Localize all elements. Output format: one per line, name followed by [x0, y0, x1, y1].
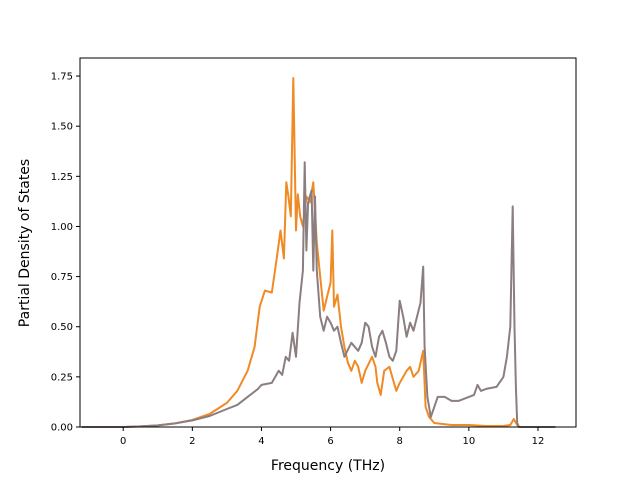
y-tick-label: 1.25 [51, 172, 73, 183]
y-tick-label: 0.50 [51, 322, 73, 333]
x-axis-label: Frequency (THz) [271, 458, 385, 474]
series-line-1 [81, 77, 556, 428]
plot-frame [79, 57, 577, 428]
y-axis-label: Partial Density of States [17, 159, 33, 327]
x-axis: 0 2 4 6 8 10 12 [120, 427, 544, 447]
y-tick-label: 0.75 [51, 272, 73, 283]
series-layer [81, 77, 556, 428]
x-tick-label: 0 [120, 436, 126, 447]
x-tick-label: 4 [258, 436, 264, 447]
x-tick-label: 12 [532, 436, 545, 447]
y-tick-label: 0.00 [51, 423, 73, 434]
series-line-2 [81, 161, 556, 428]
x-tick-label: 2 [189, 436, 195, 447]
x-tick-label: 10 [462, 436, 475, 447]
y-tick-label: 1.75 [51, 72, 73, 83]
x-tick-label: 8 [397, 436, 403, 447]
y-tick-label: 1.50 [51, 122, 73, 133]
y-tick-label: 0.25 [51, 372, 73, 383]
y-tick-label: 1.00 [51, 222, 73, 233]
x-tick-label: 6 [327, 436, 333, 447]
y-axis: 0.00 0.25 0.50 0.75 1.00 1.25 1.50 1.75 [51, 72, 80, 434]
